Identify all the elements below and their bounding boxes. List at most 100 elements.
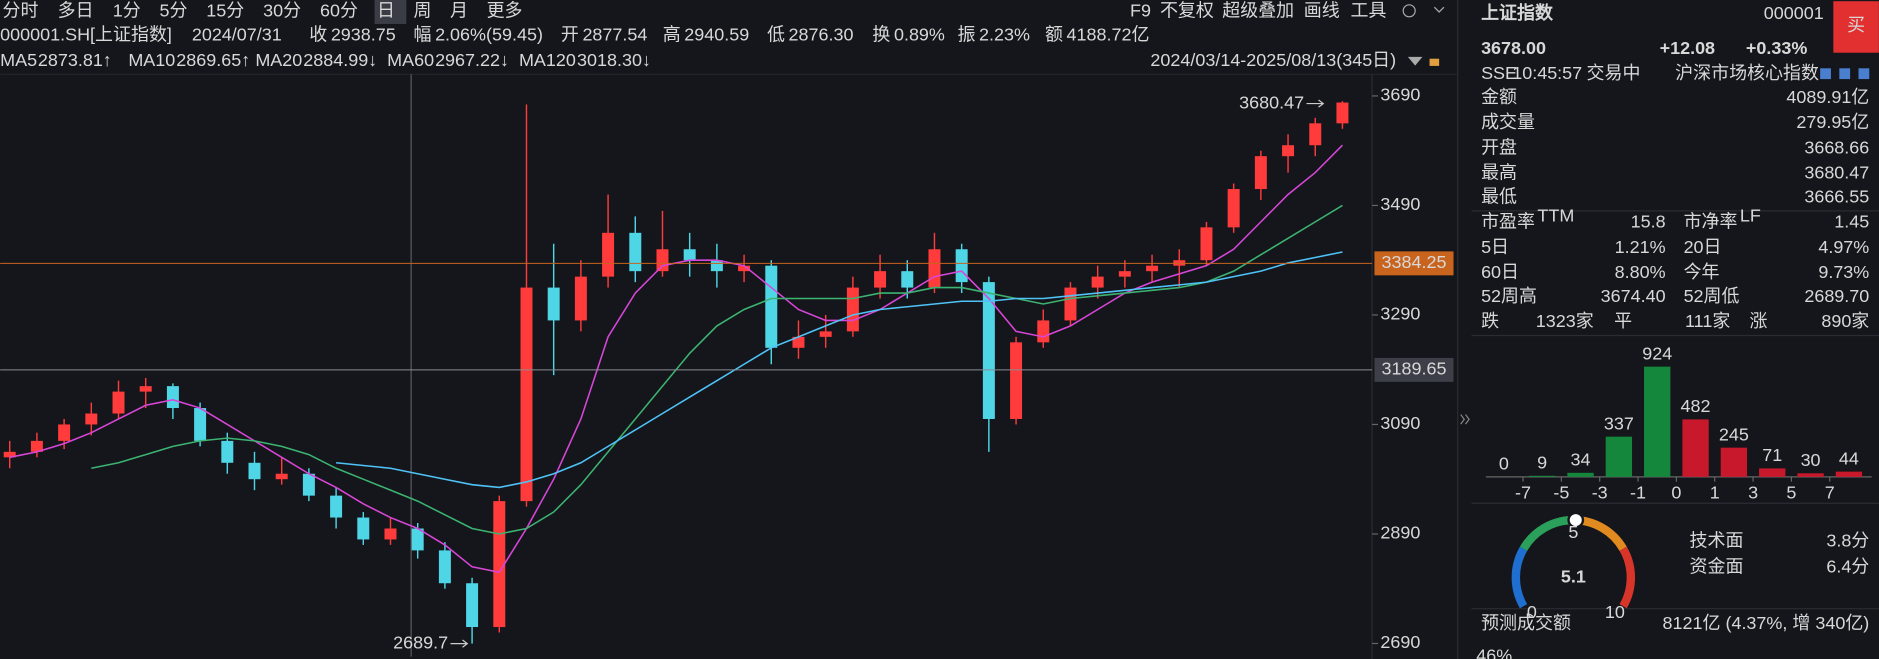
bar-value-label: 0 xyxy=(1499,454,1509,474)
ma-legend-name: MA60 xyxy=(387,50,434,70)
panel-icons[interactable] xyxy=(1820,68,1870,80)
pair-value: 9.73% xyxy=(1818,262,1869,282)
tool-button[interactable]: 不复权 xyxy=(1160,1,1214,21)
tool-button[interactable]: F9 xyxy=(1130,1,1151,21)
quote-value: 2940.59 xyxy=(684,25,749,45)
x-tick-label: 0 xyxy=(1671,482,1681,502)
time: 10:45:57 xyxy=(1512,63,1582,83)
price-tag-bg xyxy=(1374,251,1454,276)
pair-label: 市净率 xyxy=(1684,212,1738,232)
x-tick-label: 3 xyxy=(1748,482,1758,502)
candle-body xyxy=(30,440,43,452)
bar-value-label: 44 xyxy=(1839,448,1859,468)
pair-label: 60日 xyxy=(1481,262,1519,282)
period-tab[interactable]: 更多 xyxy=(487,1,523,21)
ma-legend-name: MA5 xyxy=(0,50,37,70)
gauge-tick-label: 10 xyxy=(1605,602,1625,622)
candle-body xyxy=(466,583,479,628)
period-tab[interactable]: 15分 xyxy=(206,1,244,21)
bar-value-label: 482 xyxy=(1681,396,1711,416)
row-label: 金额 xyxy=(1481,87,1517,107)
candle-body xyxy=(602,232,615,277)
ma-legend-value: 2967.22↓ xyxy=(435,50,509,70)
bar xyxy=(1682,419,1709,477)
bar xyxy=(1529,475,1556,477)
breadth-value: 111家 xyxy=(1685,311,1730,331)
price-tag: 3189.65 xyxy=(1382,359,1447,379)
tool-button[interactable]: 超级叠加 xyxy=(1222,1,1294,21)
period-tab[interactable]: 分时 xyxy=(3,1,39,21)
candle-body xyxy=(574,276,587,321)
pair-value: 8.80% xyxy=(1615,262,1666,282)
x-tick-label: -1 xyxy=(1630,482,1646,502)
change-pct: +0.33% xyxy=(1746,38,1807,58)
period-tab[interactable]: 1分 xyxy=(113,1,141,21)
quote-label: 换 xyxy=(872,25,890,45)
annotation-arrow xyxy=(450,639,469,648)
buy-button[interactable]: 买 xyxy=(1847,15,1865,35)
quote-label: 振 xyxy=(957,25,975,45)
candle-body xyxy=(139,386,152,392)
bar xyxy=(1644,366,1671,477)
period-tab[interactable]: 日 xyxy=(377,1,395,21)
ma-legend-name: MA10 xyxy=(128,50,175,70)
period-tab[interactable]: 30分 xyxy=(263,1,301,21)
trade-status: 交易中 xyxy=(1587,63,1641,83)
gauge-arc xyxy=(1511,546,1528,609)
tool-button[interactable]: 画线 xyxy=(1304,1,1340,21)
collapse-icon[interactable] xyxy=(1460,414,1470,425)
toolbar-icons[interactable] xyxy=(1402,4,1445,66)
y-tick-label: 3690 xyxy=(1380,85,1420,105)
bar xyxy=(1835,471,1863,477)
bar xyxy=(1720,447,1748,477)
annotation-arrow xyxy=(1306,99,1325,108)
panel-lines xyxy=(1471,210,1879,610)
breadth-label: 涨 xyxy=(1749,311,1767,331)
buy-button-bg[interactable] xyxy=(1833,1,1879,53)
candle-body xyxy=(112,391,125,414)
row-value: 3666.55 xyxy=(1804,186,1869,206)
candle-body xyxy=(438,550,451,584)
gauge-arc xyxy=(1519,515,1574,552)
pair-label: 20日 xyxy=(1684,237,1722,257)
candle-body xyxy=(330,495,343,518)
row-label: 最低 xyxy=(1481,186,1517,206)
bar xyxy=(1567,472,1594,477)
quote-code: 000001.SH[上证指数] xyxy=(0,25,172,45)
row-value: 3680.47 xyxy=(1804,162,1869,182)
change: +12.08 xyxy=(1660,38,1715,58)
quote-value: 4188.72亿 xyxy=(1067,25,1150,45)
gauge-tick-label: 0 xyxy=(1527,602,1537,622)
breadth-value: 1323家 xyxy=(1536,311,1594,331)
period-tab[interactable]: 周 xyxy=(413,1,431,21)
x-tick-label: 5 xyxy=(1786,482,1796,502)
candle-body xyxy=(982,282,995,419)
pair-label: 市盈率 xyxy=(1481,212,1535,232)
candle-body xyxy=(411,528,424,551)
period-tab[interactable]: 60分 xyxy=(320,1,358,21)
tool-button[interactable]: 工具 xyxy=(1350,1,1386,21)
candle-body xyxy=(384,528,397,540)
bar-value-label: 337 xyxy=(1604,413,1634,433)
period-tab[interactable]: 5分 xyxy=(159,1,187,21)
quote-value: 2876.30 xyxy=(789,25,854,45)
candle-body xyxy=(357,517,370,540)
breadth-value: 890家 xyxy=(1821,311,1869,331)
index-desc: 沪深市场核心指数 xyxy=(1675,63,1819,83)
score-label: 技术面 xyxy=(1690,530,1744,550)
gauge-marker xyxy=(1567,511,1585,529)
bar xyxy=(1605,436,1633,477)
candle-body xyxy=(248,462,261,480)
pair-value: 4.97% xyxy=(1818,237,1869,257)
quote-value: 2877.54 xyxy=(582,25,647,45)
candle-body xyxy=(738,265,751,272)
active-tab-bg[interactable] xyxy=(374,0,407,24)
candle-body xyxy=(1091,276,1104,288)
period-tab[interactable]: 月 xyxy=(450,1,468,21)
candle-body xyxy=(1064,287,1077,321)
breadth-label: 平 xyxy=(1614,311,1632,331)
pair-label: 52周高 xyxy=(1481,286,1537,306)
period-tab[interactable]: 多日 xyxy=(58,1,94,21)
candle-body xyxy=(819,331,832,337)
